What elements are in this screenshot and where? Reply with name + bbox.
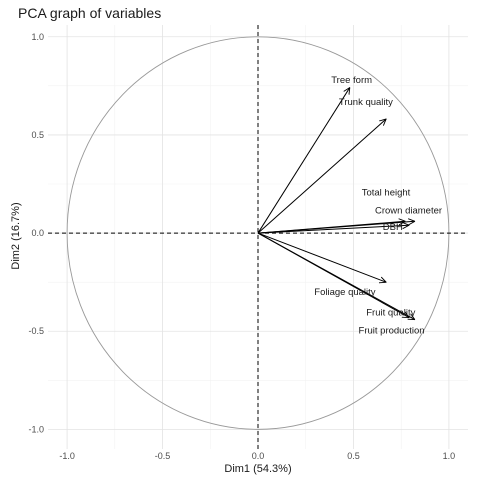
arrow-dbh	[257, 225, 409, 234]
label-foliage-quality: Foliage quality	[314, 287, 376, 298]
label-total-height: Total height	[362, 187, 411, 198]
x-tick-label: -1.0	[59, 451, 75, 461]
y-tick-label: 1.0	[31, 32, 44, 42]
x-tick-label: 0.5	[347, 451, 360, 461]
x-tick-label: 1.0	[443, 451, 456, 461]
reference-lines	[48, 25, 468, 449]
axis-ticks: -1.0 -0.5 0.0 0.5 1.0 -1.0 -0.5 0.0 0.5 1.0	[28, 32, 455, 461]
label-fruit-quality: Fruit quality	[366, 307, 415, 318]
y-tick-label: -0.5	[28, 326, 44, 336]
label-tree-form: Tree form	[331, 75, 372, 86]
arrow-fruit-production	[257, 232, 415, 319]
arrow-trunk-quality	[257, 119, 386, 234]
variable-arrows	[257, 88, 415, 320]
x-tick-label: -0.5	[155, 451, 171, 461]
label-crown-diameter: Crown diameter	[375, 205, 442, 216]
y-axis-title: Dim2 (16.7%)	[10, 202, 22, 269]
x-axis-title: Dim1 (54.3%)	[224, 463, 291, 475]
y-tick-label: 0.5	[31, 130, 44, 140]
chart-title: PCA graph of variables	[18, 5, 161, 21]
variable-labels: Tree form Trunk quality Total height Crown …	[314, 75, 442, 337]
label-fruit-production: Fruit production	[359, 325, 425, 336]
label-trunk-quality: Trunk quality	[339, 97, 393, 108]
x-tick-label: 0.0	[252, 451, 265, 461]
arrow-crown-diameter	[257, 221, 415, 234]
label-dbh: DBH	[383, 222, 403, 233]
arrow-tree-form	[257, 88, 350, 234]
y-tick-label: -1.0	[28, 424, 44, 434]
y-tick-label: 0.0	[31, 228, 44, 238]
arrow-foliage-quality	[257, 232, 386, 282]
